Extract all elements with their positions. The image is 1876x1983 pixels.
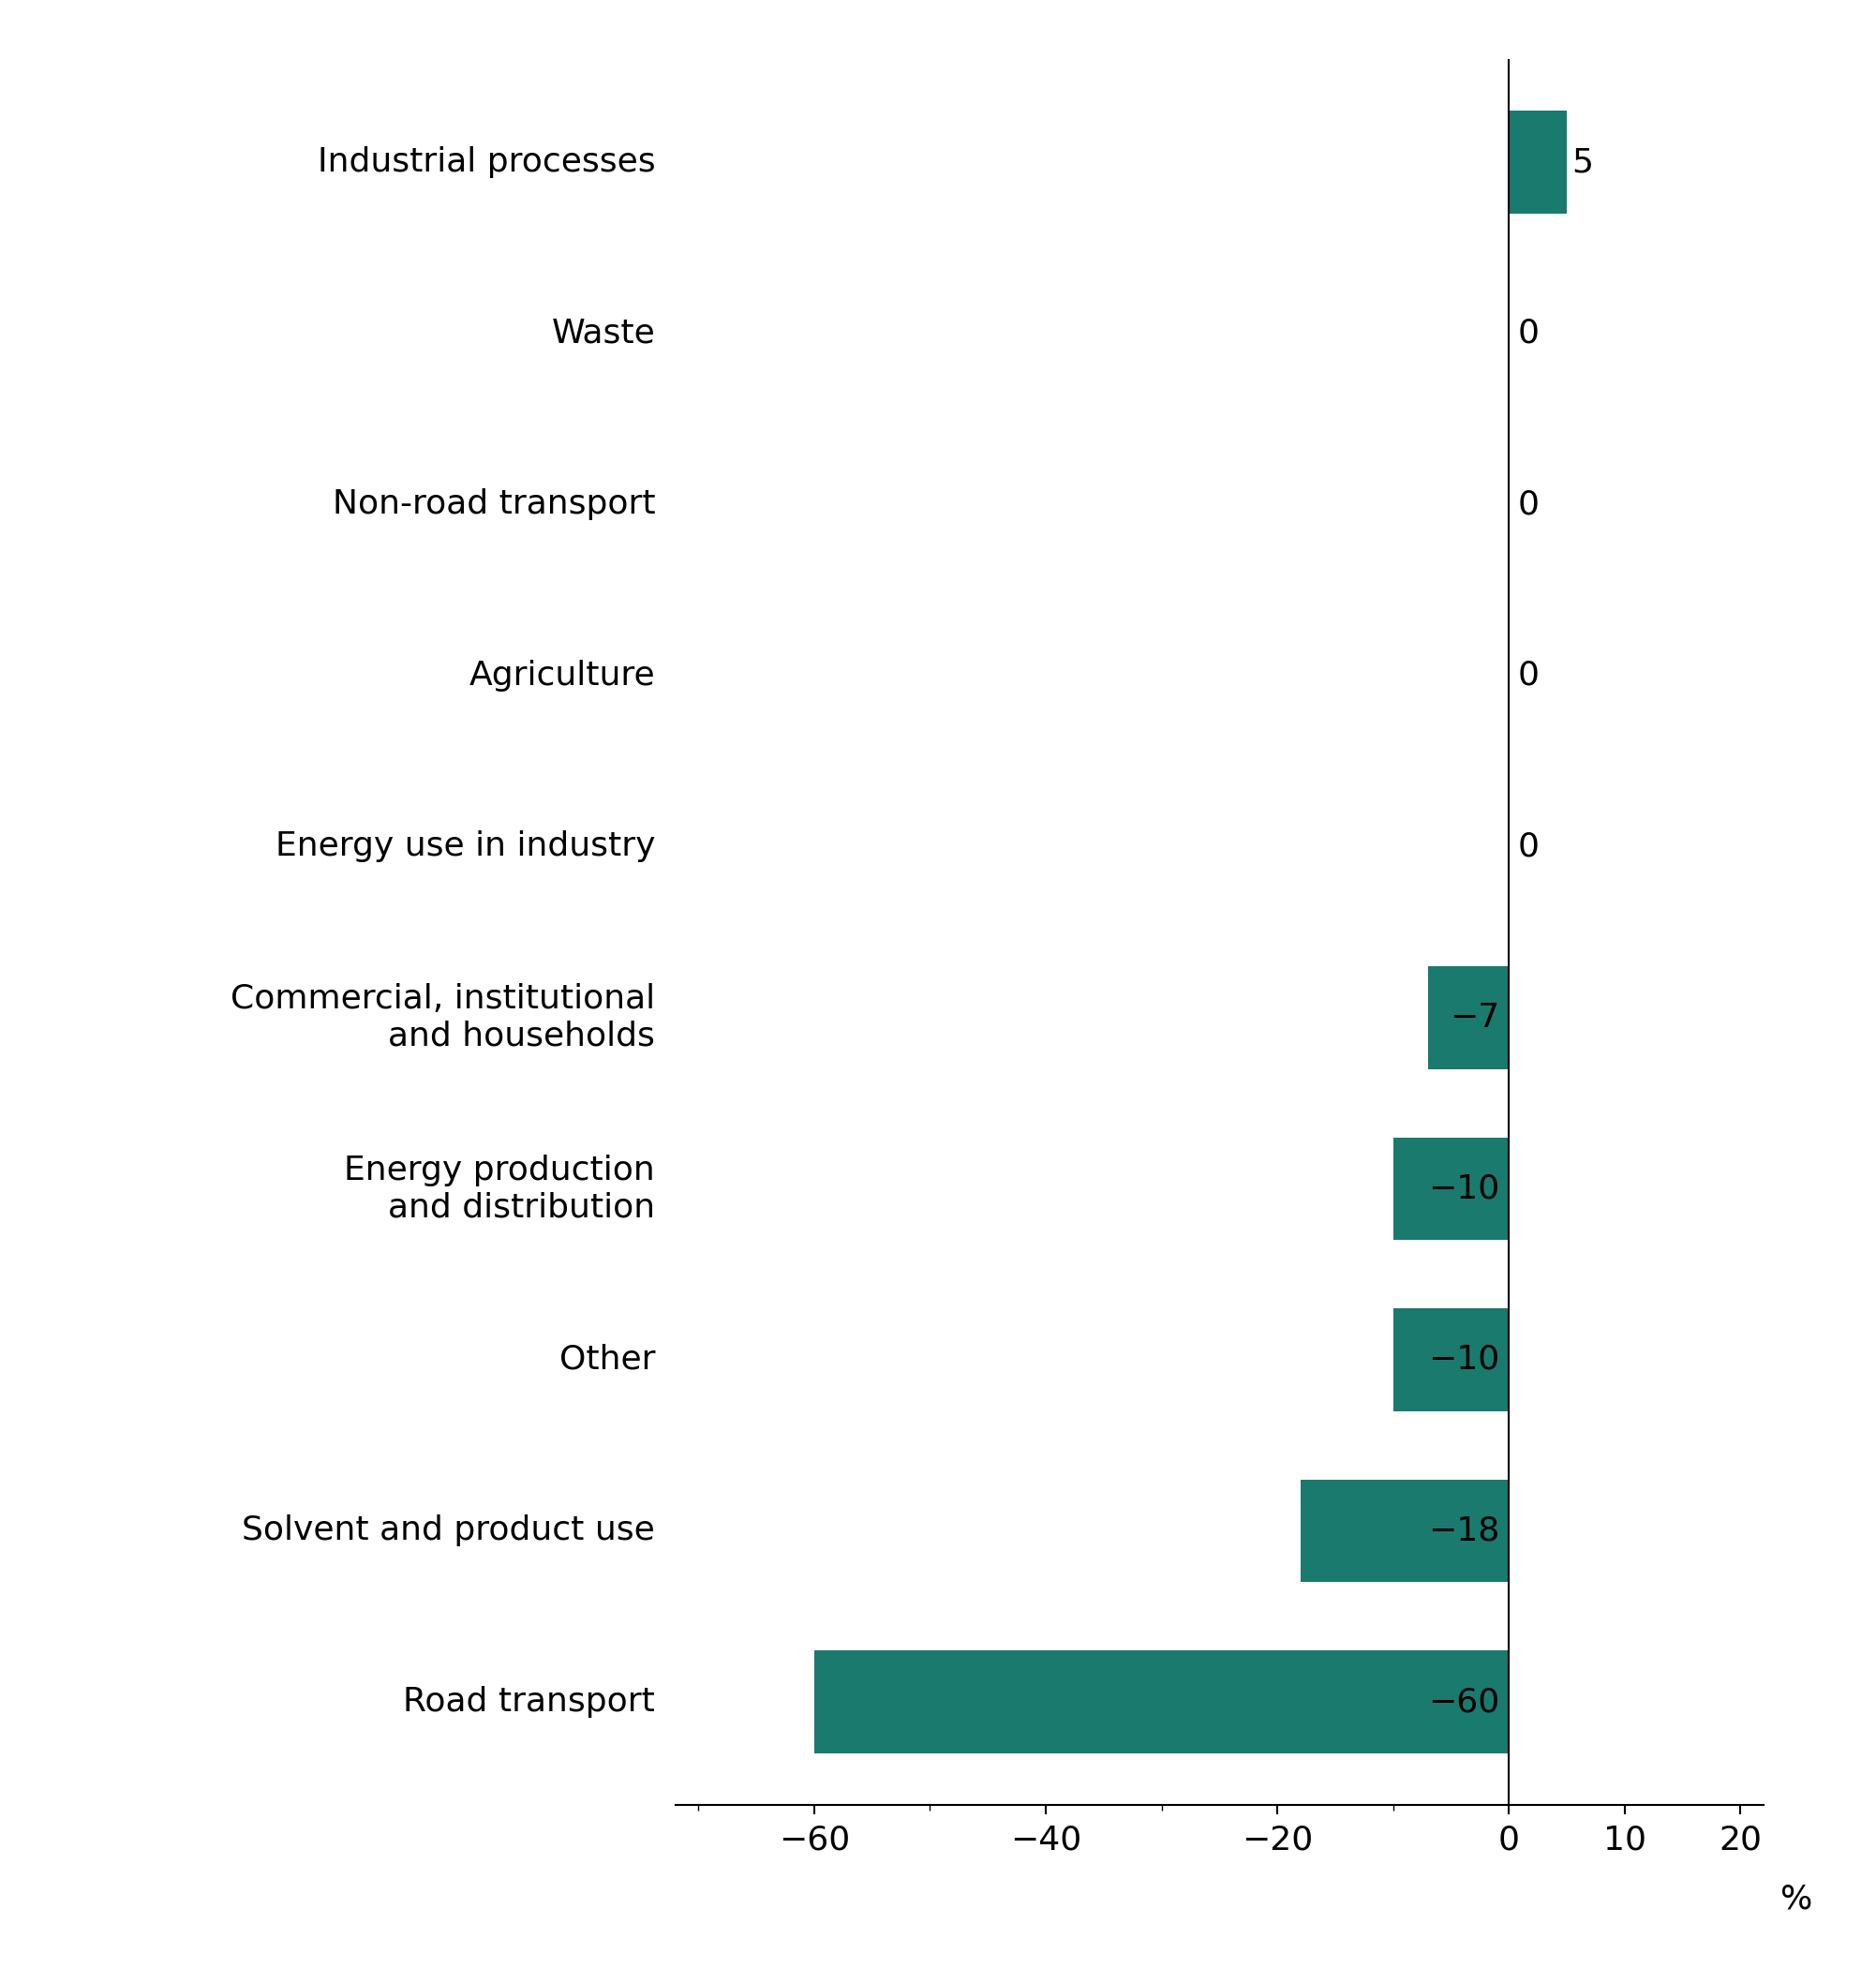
Bar (1508, 111, 1566, 214)
Text: 0: 0 (1518, 488, 1540, 520)
Text: 5: 5 (1572, 147, 1593, 178)
Text: 0: 0 (1518, 831, 1540, 863)
Text: 0: 0 (1518, 660, 1540, 692)
Bar (1394, 1138, 1508, 1239)
Text: −60: −60 (1428, 1686, 1499, 1717)
Text: −18: −18 (1428, 1515, 1499, 1547)
Bar (1394, 1309, 1508, 1412)
Text: −10: −10 (1428, 1344, 1499, 1376)
Text: −10: −10 (1428, 1172, 1499, 1204)
Bar (814, 1650, 1508, 1753)
Bar (1300, 1479, 1508, 1582)
Text: −7: −7 (1450, 1001, 1499, 1033)
X-axis label: %: % (1780, 1884, 1812, 1916)
Bar (1428, 966, 1508, 1069)
Text: 0: 0 (1518, 317, 1540, 349)
